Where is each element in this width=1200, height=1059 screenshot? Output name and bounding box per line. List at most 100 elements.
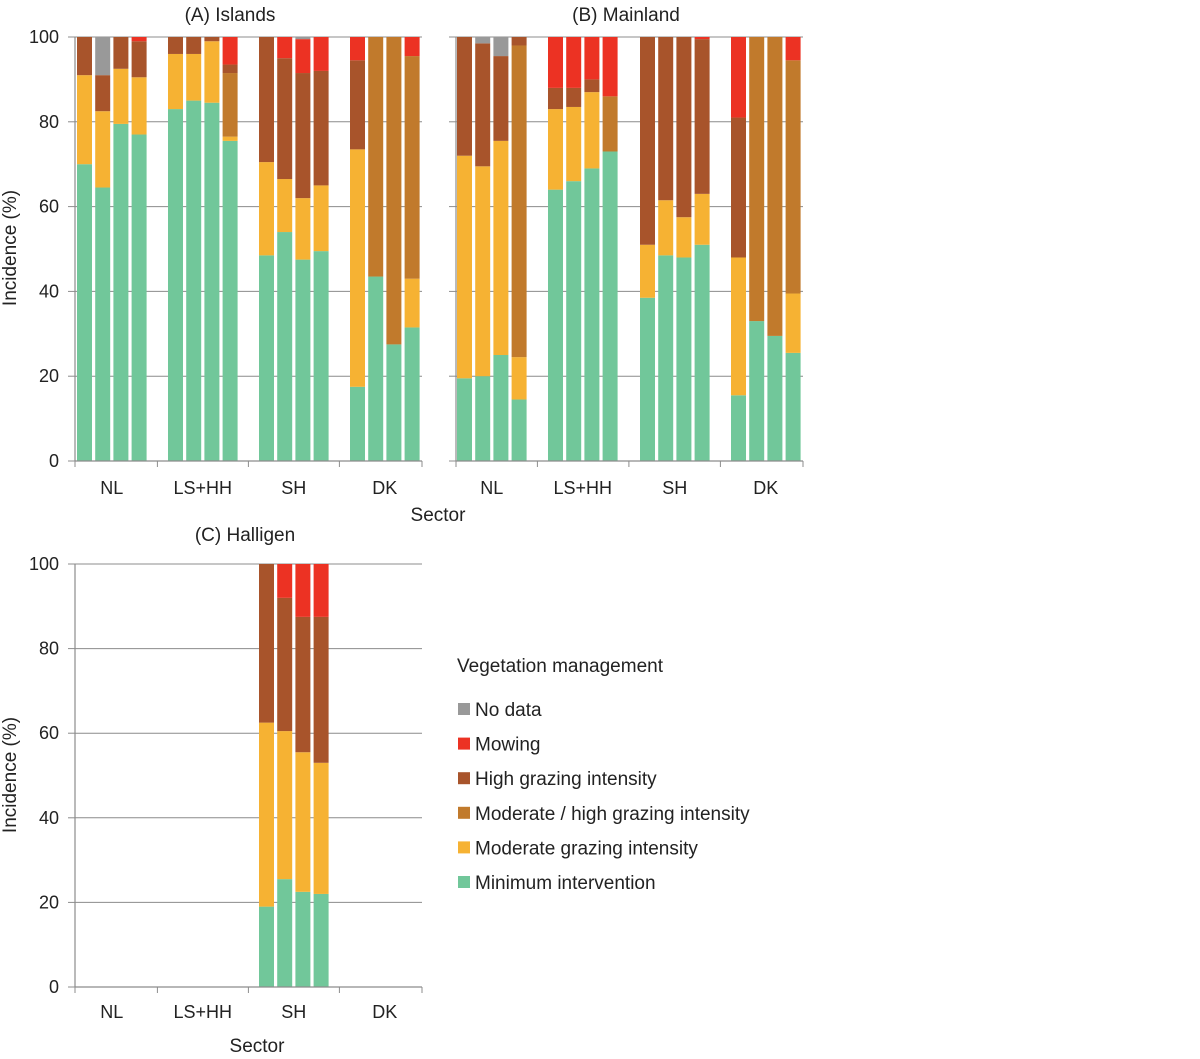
bar-segment-minimum-intervention [640,297,655,461]
y-tick-label: 40 [39,281,59,301]
bar-segment-moderate-grazing-intensity [259,722,274,907]
panel-title: (C) Halligen [195,525,295,546]
bar-segment-high-grazing-intensity [77,37,92,76]
bar-segment-high-grazing-intensity [295,616,311,753]
bar-segment-mowing [277,564,293,598]
bar-segment-minimum-intervention [658,255,674,461]
bar-segment-moderate-grazing-intensity [785,293,801,353]
bar-segment-minimum-intervention [313,251,329,461]
bar-segment-high-grazing-intensity [277,58,293,180]
bar-segment-minimum-intervention [457,378,472,461]
bar-segment-moderate-grazing-intensity [113,68,129,124]
bar-segment-moderate-grazing-intensity [404,278,420,328]
bar-segment-minimum-intervention [259,906,274,987]
bar-segment-mowing [404,37,420,57]
bar-segment-moderate-grazing-intensity [548,109,563,190]
bar-segment-minimum-intervention [731,395,746,461]
bar-segment-minimum-intervention [259,255,274,461]
legend-label-minimum-intervention: Minimum intervention [475,873,656,894]
bar-segment-no-data [475,37,491,44]
bar-segment-moderate-grazing-intensity [658,200,674,256]
bar-segment-moderate-high-grazing-intensity [602,96,618,152]
bar-segment-moderate-grazing-intensity [295,752,311,892]
bar-segment-minimum-intervention [295,259,311,461]
bar-segment-minimum-intervention [749,321,765,461]
bar-segment-minimum-intervention [785,352,801,461]
bar-segment-moderate-grazing-intensity [95,111,111,188]
bar-segment-high-grazing-intensity [277,597,293,732]
bar-segment-moderate-high-grazing-intensity [222,73,238,137]
bar-segment-high-grazing-intensity [548,87,563,110]
bar-segment-high-grazing-intensity [475,43,491,167]
legend-swatch-no-data [458,703,470,715]
bar-segment-high-grazing-intensity [313,70,329,186]
y-tick-label: 80 [39,112,59,132]
x-tick-label: NL [100,1002,123,1022]
bar-segment-moderate-grazing-intensity [676,217,692,258]
bar-segment-minimum-intervention [168,109,183,461]
bar-segment-moderate-high-grazing-intensity [767,37,783,336]
bar-segment-minimum-intervention [386,344,402,461]
bar-segment-minimum-intervention [277,879,293,987]
bar-segment-mowing [313,564,329,617]
y-tick-label: 40 [39,808,59,828]
legend-label-mowing: Mowing [475,735,540,756]
bar-segment-minimum-intervention [511,399,527,461]
bar-segment-no-data [95,37,111,76]
panel-islands: (A) Islands Incidence (%) 0 20 40 60 80 100 NL… [0,5,423,498]
x-tick-label: NL [480,478,503,498]
bar-segment-high-grazing-intensity [584,79,600,93]
bar-segment-moderate-high-grazing-intensity [368,37,384,277]
bar-segment-high-grazing-intensity [676,37,692,218]
bar-segment-moderate-high-grazing-intensity [386,37,402,345]
x-tick-label: LS+HH [174,478,233,498]
legend-swatch-minimum-intervention [458,876,470,888]
bar-segment-moderate-grazing-intensity [640,244,655,298]
bar-segment-minimum-intervention [767,335,783,461]
bar-segment-moderate-high-grazing-intensity [404,56,420,279]
bar-segment-minimum-intervention [566,181,582,461]
bar-segment-moderate-grazing-intensity [295,198,311,260]
legend-title: Vegetation management [457,656,664,677]
y-tick-label: 60 [39,723,59,743]
panel-halligen: (C) Halligen Incidence (%) Sector 0 20 40 6… [0,525,423,1057]
bar-segment-moderate-high-grazing-intensity [749,37,765,322]
bar-segment-minimum-intervention [77,164,92,461]
bar-segment-minimum-intervention [313,893,329,987]
bar-segment-minimum-intervention [95,187,111,461]
bar-segment-moderate-grazing-intensity [204,41,220,103]
bar-segment-mowing [350,37,365,61]
bar-segment-moderate-grazing-intensity [350,149,365,387]
bar-segment-mowing [602,37,618,97]
bar-segment-minimum-intervention [277,232,293,461]
x-tick-label: DK [372,478,397,498]
y-tick-label: 20 [39,892,59,912]
y-tick-label: 60 [39,197,59,217]
y-tick-label: 80 [39,639,59,659]
bar-segment-high-grazing-intensity [640,37,655,245]
y-axis-label: Incidence (%) [0,717,21,833]
legend-swatch-moderate-high-grazing-intensity [458,806,470,819]
bar-segment-high-grazing-intensity [511,37,527,46]
bar-segment-minimum-intervention [493,355,509,461]
bar-segment-high-grazing-intensity [694,39,710,194]
bar-segment-no-data [493,37,509,57]
bar-segment-moderate-grazing-intensity [457,155,472,379]
panel-title: (A) Islands [185,5,276,26]
bar-segment-high-grazing-intensity [131,41,147,78]
x-tick-label: DK [753,478,778,498]
bar-segment-no-data [295,37,311,40]
bar-segment-moderate-grazing-intensity [511,357,527,400]
bar-segment-mowing [548,37,563,88]
bar-segment-minimum-intervention [131,134,147,461]
bar-segment-mowing [277,37,293,59]
legend-swatch-high-grazing-intensity [458,772,470,785]
x-tick-label: SH [281,478,306,498]
bar-segment-high-grazing-intensity [313,616,329,763]
bar-segment-moderate-grazing-intensity [277,179,293,233]
panel-mainland: (B) Mainland NL LS+HH SH DK [449,5,804,498]
bar-segment-high-grazing-intensity [95,75,111,112]
x-axis-label: Sector [230,1036,286,1057]
panel-title: (B) Mainland [572,5,680,26]
